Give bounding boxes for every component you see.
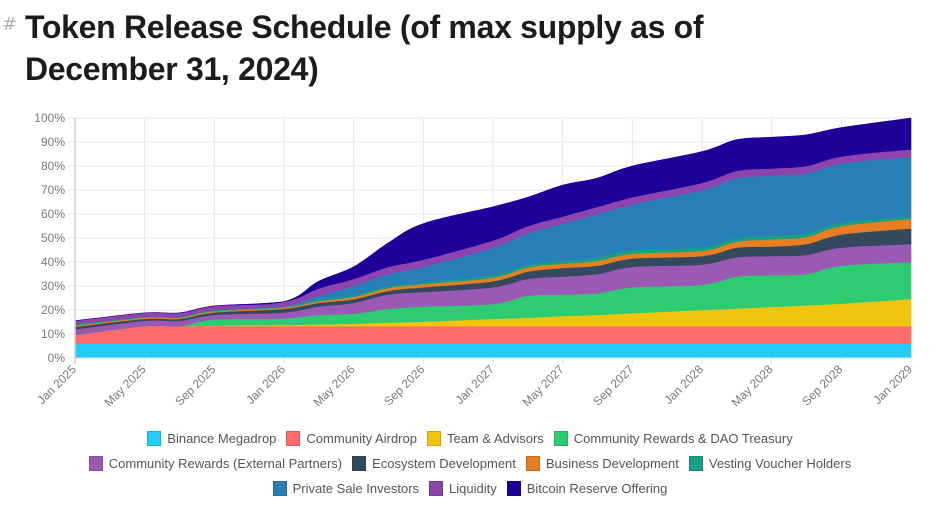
x-tick-label: Sep 2026	[381, 362, 427, 408]
legend-swatch	[352, 456, 367, 471]
legend-label: Vesting Voucher Holders	[708, 456, 852, 471]
y-tick-label: 70%	[41, 183, 65, 197]
legend-label: Liquidity	[449, 481, 497, 496]
y-tick-label: 100%	[34, 111, 65, 125]
y-tick-label: 40%	[41, 255, 65, 269]
x-tick-label: Jan 2027	[452, 362, 497, 407]
legend-swatch	[506, 481, 521, 496]
y-tick-label: 60%	[41, 207, 65, 221]
legend-label: Ecosystem Development	[372, 456, 516, 471]
x-tick-label: May 2026	[311, 362, 358, 409]
legend-item[interactable]: Binance Megadrop	[147, 431, 276, 446]
legend-swatch	[553, 431, 568, 446]
y-tick-label: 0%	[48, 351, 66, 365]
y-tick-label: 30%	[41, 279, 65, 293]
legend-swatch	[426, 431, 441, 446]
area-binance-megadrop[interactable]	[74, 343, 912, 359]
x-tick-label: May 2025	[102, 362, 149, 409]
legend-item[interactable]: Liquidity	[429, 481, 497, 496]
legend-swatch	[688, 456, 703, 471]
y-tick-label: 10%	[41, 327, 65, 341]
x-tick-label: Jan 2025	[34, 362, 79, 407]
legend-label: Bitcoin Reserve Offering	[526, 481, 668, 496]
legend-swatch	[272, 481, 287, 496]
legend-item[interactable]: Vesting Voucher Holders	[688, 456, 852, 471]
legend-swatch	[147, 431, 162, 446]
x-tick-label: Jan 2029	[870, 362, 915, 407]
legend-label: Community Airdrop	[306, 431, 417, 446]
stacked-area-chart: 0% 10% 20% 30% 40% 50% 60% 70% 80% 90% 100% Jan 20…	[34, 111, 915, 409]
legend-row: Private Sale Investors Liquidity Bitcoin R…	[0, 476, 940, 501]
legend-swatch	[429, 481, 444, 496]
chart-legend: Binance Megadrop Community Airdrop Team & …	[0, 426, 940, 501]
y-tick-label: 50%	[41, 231, 65, 245]
legend-item[interactable]: Team & Advisors	[426, 431, 544, 446]
axes	[69, 118, 911, 364]
legend-item[interactable]: Private Sale Investors	[272, 481, 420, 496]
y-axis-ticks: 0% 10% 20% 30% 40% 50% 60% 70% 80% 90% 100%	[34, 111, 65, 365]
legend-label: Community Rewards (External Partners)	[108, 456, 343, 471]
area-bitcoin-reserve-offering[interactable]	[74, 117, 912, 322]
page-title: Token Release Schedule (of max supply as…	[25, 9, 704, 87]
legend-item[interactable]: Business Development	[525, 456, 679, 471]
anchor-link-icon[interactable]: #	[2, 14, 18, 35]
legend-swatch	[525, 456, 540, 471]
legend-swatch	[88, 456, 103, 471]
legend-swatch	[286, 431, 301, 446]
legend-item[interactable]: Community Airdrop	[286, 431, 417, 446]
x-tick-label: Sep 2025	[172, 362, 218, 408]
legend-row: Binance Megadrop Community Airdrop Team & …	[0, 426, 940, 451]
x-tick-label: Sep 2028	[799, 362, 845, 408]
x-axis-ticks: Jan 2025 May 2025 Sep 2025 Jan 2026 May 2026…	[34, 362, 915, 409]
legend-label: Binance Megadrop	[167, 431, 277, 446]
legend-label: Private Sale Investors	[292, 481, 420, 496]
y-tick-label: 80%	[41, 159, 65, 173]
legend-label: Team & Advisors	[446, 431, 544, 446]
legend-item[interactable]: Community Rewards & DAO Treasury	[553, 431, 793, 446]
legend-item[interactable]: Community Rewards (External Partners)	[88, 456, 343, 471]
legend-item[interactable]: Bitcoin Reserve Offering	[506, 481, 668, 496]
x-tick-label: Jan 2026	[243, 362, 288, 407]
x-tick-label: Jan 2028	[661, 362, 706, 407]
x-tick-label: May 2027	[520, 362, 567, 409]
legend-item[interactable]: Ecosystem Development	[352, 456, 516, 471]
y-tick-label: 20%	[41, 303, 65, 317]
legend-label: Community Rewards & DAO Treasury	[573, 431, 793, 446]
legend-label: Business Development	[545, 456, 679, 471]
x-tick-label: Sep 2027	[590, 362, 636, 408]
y-tick-label: 90%	[41, 135, 65, 149]
area-community-airdrop[interactable]	[74, 325, 912, 344]
area-series-group	[74, 117, 912, 359]
x-tick-label: May 2028	[729, 362, 776, 409]
legend-row: Community Rewards (External Partners) Eco…	[0, 451, 940, 476]
